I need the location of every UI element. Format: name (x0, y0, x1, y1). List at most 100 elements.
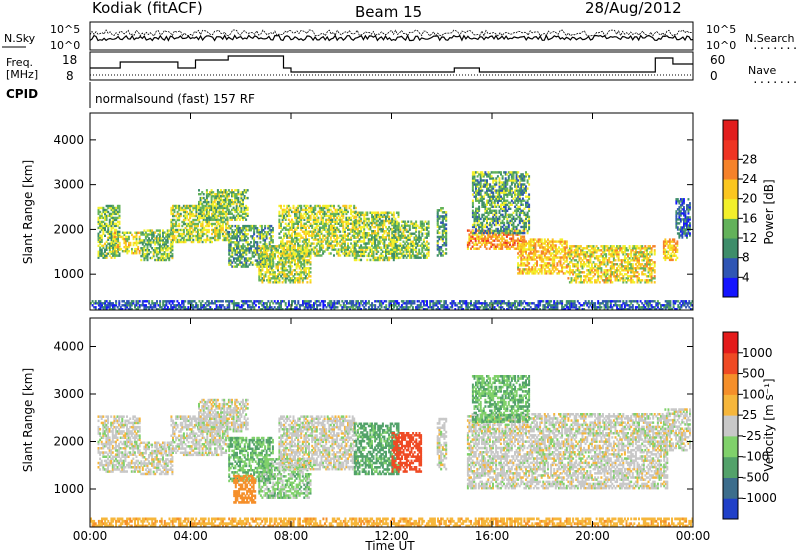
power-echo-cell (553, 258, 556, 261)
power-echo-cell (337, 248, 340, 251)
power-echo-cell (355, 244, 358, 247)
power-echo-cell (114, 243, 116, 247)
power-echo-cell (176, 216, 179, 220)
power-echo-cell (205, 200, 208, 204)
power-echo-cell (389, 244, 392, 247)
power-echo-cell (471, 231, 474, 235)
power-echo-cell (351, 230, 354, 233)
power-echo-cell (245, 204, 248, 208)
power-echo-cell (220, 196, 222, 200)
power-echo-cell (250, 261, 252, 264)
power-echo-cell (358, 213, 361, 217)
power-echo-cell (529, 246, 532, 249)
power-echo-cell (515, 247, 518, 250)
power-echo-cell (517, 272, 520, 275)
power-echo-cell (218, 208, 221, 212)
power-echo-cell (479, 183, 482, 186)
power-echo-cell (102, 254, 105, 257)
power-echo-cell (256, 245, 259, 248)
power-echo-cell (521, 238, 524, 241)
power-echo-cell (520, 250, 523, 253)
power-echo-cell (201, 222, 204, 226)
power-echo-cell (334, 220, 337, 223)
power-echo-cell (512, 215, 515, 219)
power-echo-cell (263, 257, 265, 260)
power-echo-cell (388, 232, 391, 235)
power-echo-cell (539, 238, 542, 241)
power-echo-cell (226, 193, 229, 196)
power-echo-cell (298, 281, 301, 284)
power-echo-cell (500, 199, 502, 202)
power-echo-cell (297, 254, 300, 257)
power-echo-cell (306, 216, 309, 220)
power-echo-cell (521, 258, 524, 261)
power-echo-cell (112, 204, 115, 208)
power-echo-cell (245, 227, 248, 230)
power-echo-cell (481, 221, 484, 225)
power-echo-cell (250, 227, 252, 230)
power-echo-cell (512, 239, 515, 242)
power-echo-cell (292, 238, 295, 241)
power-echo-cell (254, 224, 257, 228)
power-echo-cell (503, 209, 506, 212)
power-echo-cell (421, 232, 424, 235)
power-echo-cell (495, 227, 498, 231)
power-echo-cell (192, 240, 195, 244)
power-echo-cell (471, 223, 474, 227)
power-echo-cell (278, 244, 281, 247)
power-echo-cell (325, 226, 328, 229)
power-echo-cell (250, 247, 252, 250)
power-echo-cell (189, 236, 192, 240)
power-echo-cell (146, 254, 149, 258)
power-echo-cell (308, 238, 310, 241)
power-echo-cell (413, 248, 416, 251)
power-echo-cell (500, 189, 502, 192)
power-echo-cell (399, 236, 402, 239)
power-echo-cell (195, 212, 198, 216)
power-echo-cell (520, 217, 523, 221)
power-echo-cell (149, 245, 152, 248)
power-echo-cell (158, 249, 161, 252)
power-echo-cell (166, 254, 169, 258)
power-echo-cell (372, 217, 375, 221)
power-echo-cell (525, 201, 527, 204)
power-echo-cell (371, 252, 373, 255)
power-echo-cell (271, 231, 274, 234)
power-echo-cell (543, 272, 546, 275)
power-echo-cell (157, 239, 160, 242)
power-echo-cell (170, 240, 173, 244)
power-echo-cell (371, 244, 373, 247)
power-echo-cell (158, 231, 161, 234)
power-echo-cell (280, 257, 283, 260)
power-echo-cell (178, 240, 181, 244)
power-echo-cell (107, 242, 110, 245)
power-echo-cell (326, 238, 329, 241)
power-echo-cell (258, 255, 261, 258)
power-echo-cell (520, 211, 523, 214)
power-echo-cell (525, 189, 527, 192)
power-echo-cell (207, 212, 210, 215)
power-echo-cell (215, 234, 218, 238)
power-echo-cell (112, 235, 115, 239)
power-echo-cell (479, 235, 482, 238)
power-echo-cell (475, 187, 477, 190)
power-echo-cell (476, 197, 479, 200)
power-echo-cell (297, 257, 300, 260)
power-echo-cell (286, 254, 289, 257)
power-echo-cell (306, 259, 309, 262)
power-echo-cell (203, 212, 206, 216)
power-echo-cell (271, 239, 274, 242)
power-echo-cell (351, 254, 354, 257)
power-echo-cell (284, 250, 287, 253)
power-echo-cell (115, 252, 118, 255)
power-echo-cell (490, 209, 493, 212)
power-echo-cell (493, 245, 496, 248)
power-echo-cell (372, 256, 375, 260)
power-echo-cell (504, 227, 507, 231)
power-echo-cell (209, 222, 212, 226)
power-echo-cell (181, 234, 184, 238)
power-echo-cell (178, 204, 181, 208)
power-echo-cell (205, 214, 208, 217)
power-echo-cell (260, 237, 263, 240)
power-echo-cell (283, 267, 286, 270)
